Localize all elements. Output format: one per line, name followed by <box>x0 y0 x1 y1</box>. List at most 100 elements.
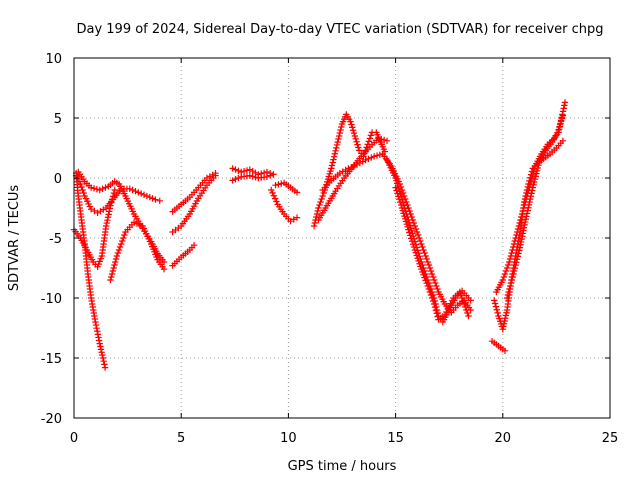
data-point <box>349 127 357 134</box>
data-point <box>106 208 113 215</box>
data-point <box>314 207 321 215</box>
data-point <box>310 222 318 230</box>
data-point <box>407 232 414 239</box>
data-point <box>394 190 401 197</box>
x-tick-label: 15 <box>387 431 404 446</box>
data-point <box>526 180 534 188</box>
data-point <box>506 255 514 263</box>
data-point <box>528 174 535 182</box>
data-point <box>97 343 104 350</box>
data-point <box>423 255 430 263</box>
data-point <box>491 300 499 307</box>
data-point <box>271 195 279 202</box>
data-point <box>115 246 123 254</box>
grid-lines <box>74 58 610 418</box>
data-point <box>97 208 104 215</box>
data-point <box>409 240 417 248</box>
data-point <box>505 288 512 296</box>
data-point <box>509 246 516 254</box>
data-point <box>111 261 118 269</box>
data-point <box>528 190 535 197</box>
data-point <box>119 237 126 245</box>
data-point <box>352 135 359 143</box>
data-point <box>396 196 403 203</box>
data-point <box>413 252 420 259</box>
data-point <box>561 99 569 106</box>
data-point <box>523 213 530 220</box>
data-point <box>400 192 408 200</box>
series-track-o <box>319 150 386 194</box>
data-point <box>94 331 102 338</box>
data-point <box>408 235 415 242</box>
data-point <box>103 219 110 227</box>
x-tick-label: 5 <box>177 431 185 446</box>
data-point <box>502 312 510 319</box>
data-point <box>117 240 125 248</box>
data-point <box>424 258 431 266</box>
data-point <box>91 207 98 215</box>
data-point <box>465 312 472 320</box>
data-point <box>432 307 440 314</box>
data-point <box>114 249 122 257</box>
data-point <box>514 228 521 236</box>
data-point <box>429 273 437 281</box>
data-point <box>99 351 106 359</box>
data-point <box>527 193 535 200</box>
data-point <box>328 165 335 172</box>
data-point <box>426 264 434 272</box>
data-point <box>424 282 431 290</box>
data-point <box>421 274 428 281</box>
data-point <box>102 222 110 230</box>
data-point <box>348 164 355 171</box>
data-point <box>232 166 239 173</box>
data-point <box>133 220 141 227</box>
data-point <box>101 361 108 368</box>
data-point <box>93 324 100 332</box>
data-point <box>419 243 426 251</box>
data-point <box>418 266 425 273</box>
data-point <box>263 173 271 180</box>
data-point <box>365 138 372 145</box>
data-point <box>425 261 433 269</box>
data-point <box>532 173 539 180</box>
data-point <box>249 173 256 180</box>
data-point <box>531 176 539 183</box>
data-point <box>368 154 375 161</box>
data-point <box>494 309 501 317</box>
data-point <box>525 201 533 209</box>
data-point <box>331 150 339 157</box>
data-point <box>99 354 107 362</box>
data-point <box>349 124 356 131</box>
data-point <box>526 198 533 206</box>
data-point <box>378 136 385 143</box>
data-point <box>246 166 254 173</box>
data-point <box>508 249 515 257</box>
data-point <box>415 257 422 265</box>
data-point <box>156 197 163 204</box>
x-tick-label: 0 <box>70 431 78 446</box>
data-point <box>96 186 103 194</box>
data-point <box>500 320 508 327</box>
data-point <box>464 309 471 317</box>
data-point <box>354 141 361 148</box>
data-point <box>95 334 102 341</box>
data-point <box>556 123 564 130</box>
data-point <box>126 185 133 192</box>
data-point <box>511 267 518 275</box>
data-point <box>317 198 324 206</box>
data-point <box>535 162 542 169</box>
data-point <box>108 199 115 206</box>
data-point <box>515 250 522 257</box>
series-track-p <box>379 150 474 316</box>
data-point <box>266 172 274 179</box>
data-point <box>420 271 427 278</box>
data-point <box>206 173 213 180</box>
data-point <box>423 280 430 287</box>
data-point <box>111 186 118 194</box>
data-point <box>503 294 511 302</box>
data-point <box>229 165 236 172</box>
data-point <box>109 267 117 275</box>
data-point <box>422 277 429 284</box>
data-point <box>555 126 563 133</box>
data-point <box>290 216 297 223</box>
